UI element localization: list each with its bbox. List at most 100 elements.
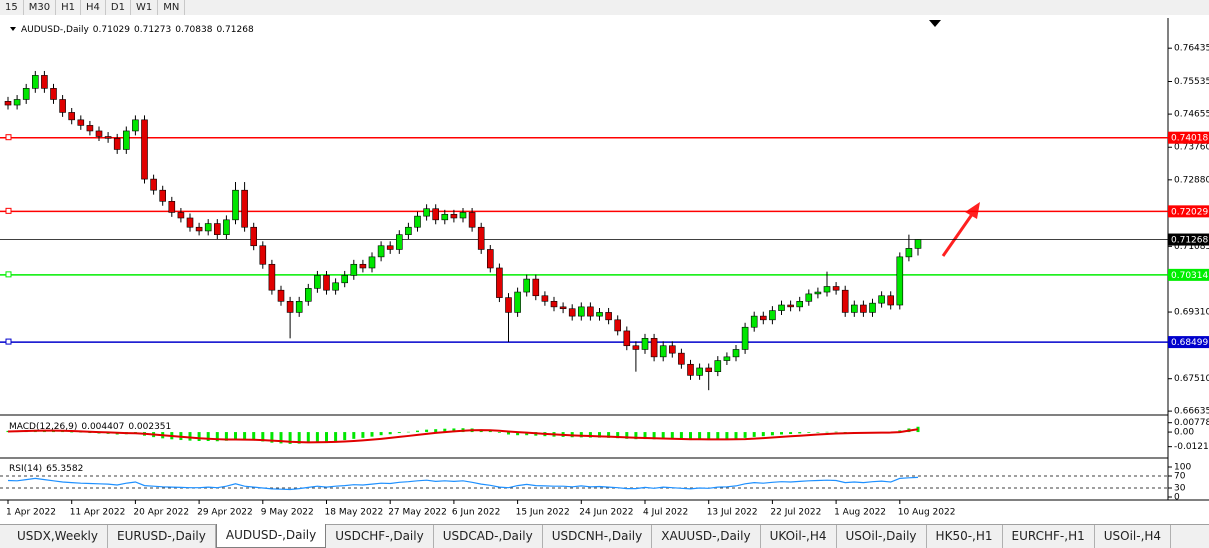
timeframe-button[interactable]: H4 [81,0,106,15]
candle-body [31,75,39,89]
macd-bar [643,432,647,440]
candle-body [250,226,257,247]
macd-bar [243,432,247,440]
chart-tab[interactable]: XAUUSD-,Daily [652,525,761,548]
rsi-value: 65.3582 [46,464,83,474]
chart-tab[interactable]: USDCAD-,Daily [434,525,543,548]
candle-body [268,263,276,291]
macd-bar [343,432,347,441]
timeframe-button[interactable]: MN [158,0,186,15]
candle-body [732,349,740,358]
timeframe-button[interactable]: 15 [0,0,24,15]
timeframe-button[interactable]: W1 [131,0,159,15]
chart-tab[interactable]: EURUSD-,Daily [108,525,216,548]
y-tick-label: 100 [1174,463,1191,473]
candle-body [168,201,176,213]
candle-body [186,217,194,228]
candle-body [741,326,749,350]
x-tick-label: 1 Aug 2022 [834,508,886,518]
candle-body [414,215,421,228]
y-tick-label: 0.66635 [1174,407,1209,417]
candle-body [59,99,66,113]
macd-bar [834,431,838,433]
level-handle [5,207,12,214]
candle-body [568,308,576,317]
y-tick-label: 70 [1174,472,1186,482]
candle-body [750,315,758,328]
x-tick-label: 4 Jul 2022 [643,508,688,518]
chart-header: AUDUSD-,Daily 0.71029 0.71273 0.70838 0.7126… [21,25,254,35]
candle-body [823,286,831,293]
macd-bar [780,432,783,435]
symbol-marker [10,27,16,31]
macd-bar [334,432,338,441]
chart-tab[interactable]: USDX,Weekly [8,525,108,548]
macd-bar [352,432,356,439]
candle-body [359,263,367,269]
candle-body [659,345,667,358]
candle-body [641,338,649,350]
chart-tab[interactable]: UKOil-,H4 [761,525,837,548]
macd-bar [507,432,510,435]
candle-body [541,295,549,302]
macd-bar [279,432,283,444]
chart-tab[interactable]: USDCNH-,Daily [543,525,653,548]
candle-body [759,315,767,321]
timeframe-button[interactable]: M30 [24,0,57,15]
chart-tab[interactable]: USDCHF-,Daily [326,525,434,548]
candle-body [368,256,376,269]
level-label: 0.68499 [1171,338,1208,348]
timeframe-button[interactable]: H1 [56,0,81,15]
chart-tab[interactable]: HK50-,H1 [927,525,1003,548]
y-tick-label: 0.72880 [1174,175,1209,185]
indicator-name: RSI(14) [9,464,42,474]
candle-body [769,310,776,321]
candle-body [241,189,248,228]
timeframe-button[interactable]: D1 [106,0,131,15]
candle-body [123,130,130,150]
macd-bar [297,432,301,444]
candle-body [832,286,840,291]
y-tick-label: 0.67510 [1174,374,1209,384]
macd-bar [807,432,811,433]
macd-bar [425,429,429,433]
macd-bar [625,432,629,439]
y-tick-label: 0.76435 [1174,44,1209,54]
macd-bar [497,432,501,433]
chart-tab[interactable]: USOil-,Daily [837,525,927,548]
candle-body [850,304,858,313]
candle-body [632,345,640,350]
candle-body [150,178,157,191]
level-handle [5,134,12,141]
candle-body [395,234,403,250]
macd-bar [70,431,74,433]
macd-bar [743,432,747,438]
macd-bar [452,428,456,433]
candle-body [441,213,449,221]
candle-body [577,306,585,317]
macd-bar [188,432,192,441]
candle-body [614,319,622,332]
x-tick-label: 20 Apr 2022 [133,508,189,518]
chart-tab[interactable]: AUDUSD-,Daily [215,524,327,548]
candle-body [4,101,12,106]
y-tick-label: 0.69310 [1174,308,1209,318]
x-tick-label: 15 Jun 2022 [516,508,570,518]
chart-tab[interactable]: EURCHF-,H1 [1003,525,1095,548]
indicator-name: MACD(12,26,9) [9,422,77,432]
chart: AUDUSD-,Daily 0.71029 0.71273 0.70838 0.7126… [0,15,1209,524]
macd-bar [725,432,729,440]
macd-bar [734,432,738,439]
macd-bar [325,432,328,442]
macd-value: 0.004407 [81,422,124,432]
chart-tab[interactable]: USOil-,H4 [1095,525,1172,548]
candle-body [286,301,294,313]
candle-body [22,88,30,100]
x-tick-label: 6 Jun 2022 [452,508,500,518]
y-tick-label: 0.00 [1174,428,1194,438]
candle-body [323,275,330,291]
candle-body [905,248,913,258]
y-tick-label: 0.74655 [1174,110,1209,120]
level-label-box [1168,268,1209,281]
candle-body [259,245,267,265]
